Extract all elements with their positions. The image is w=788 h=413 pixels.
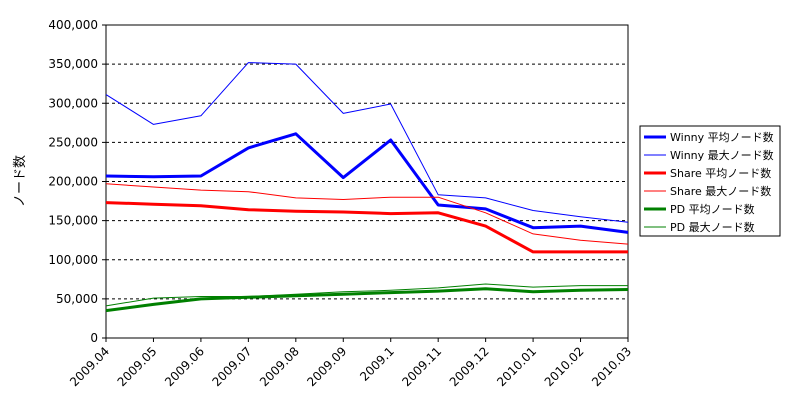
y-tick-label: 0 [90, 331, 98, 345]
x-tick-label: 2009.06 [162, 344, 207, 389]
x-tick-label: 2009.08 [257, 344, 302, 389]
x-axis-ticks: 2009.04 2009.05 2009.06 2009.07 2009.08 2009.… [67, 338, 634, 389]
y-axis-label: ノード数 [13, 155, 28, 207]
y-tick-label: 400,000 [48, 18, 98, 32]
series-line [105, 62, 629, 223]
legend-label: Winny 最大ノード数 [670, 148, 774, 162]
y-tick-label: 50,000 [56, 292, 98, 306]
x-tick-label: 2010.01 [494, 344, 539, 389]
legend-label: Share 平均ノード数 [670, 167, 771, 180]
y-axis-ticks: 0 50,000 100,000 150,000 200,000 250,000 300,0… [48, 18, 106, 345]
x-tick-label: 2009.12 [447, 344, 492, 389]
x-tick-label: 2010.02 [542, 344, 587, 389]
legend-label: Winny 平均ノード数 [670, 131, 774, 144]
series-line [105, 132, 629, 234]
series-line [105, 183, 629, 245]
legend-label: Share 最大ノード数 [670, 184, 771, 198]
series-line [105, 201, 628, 254]
gridlines [106, 63, 628, 300]
x-tick-label: 2009.09 [304, 344, 349, 389]
series-lines [105, 62, 629, 313]
series-line [105, 283, 628, 307]
legend: Winny 平均ノード数 Winny 最大ノード数 Share 平均ノード数 Shar… [639, 125, 781, 237]
x-tick-label: 2010.03 [589, 344, 634, 389]
x-tick-label: 2009.07 [209, 344, 254, 389]
x-tick-label: 2009.05 [115, 344, 160, 389]
x-tick-label: 2009.11 [399, 344, 444, 389]
y-tick-label: 250,000 [48, 135, 98, 149]
x-tick-label: 2009.1 [357, 344, 397, 384]
legend-label: PD 平均ノード数 [670, 203, 755, 216]
y-tick-label: 150,000 [48, 214, 98, 228]
y-tick-label: 350,000 [48, 57, 98, 71]
y-tick-label: 100,000 [48, 253, 98, 267]
x-tick-label: 2009.04 [67, 344, 112, 389]
series-line [105, 287, 629, 313]
y-tick-label: 300,000 [48, 96, 98, 110]
legend-box [639, 125, 781, 237]
y-tick-label: 200,000 [48, 175, 98, 189]
legend-label: PD 最大ノード数 [670, 220, 755, 234]
